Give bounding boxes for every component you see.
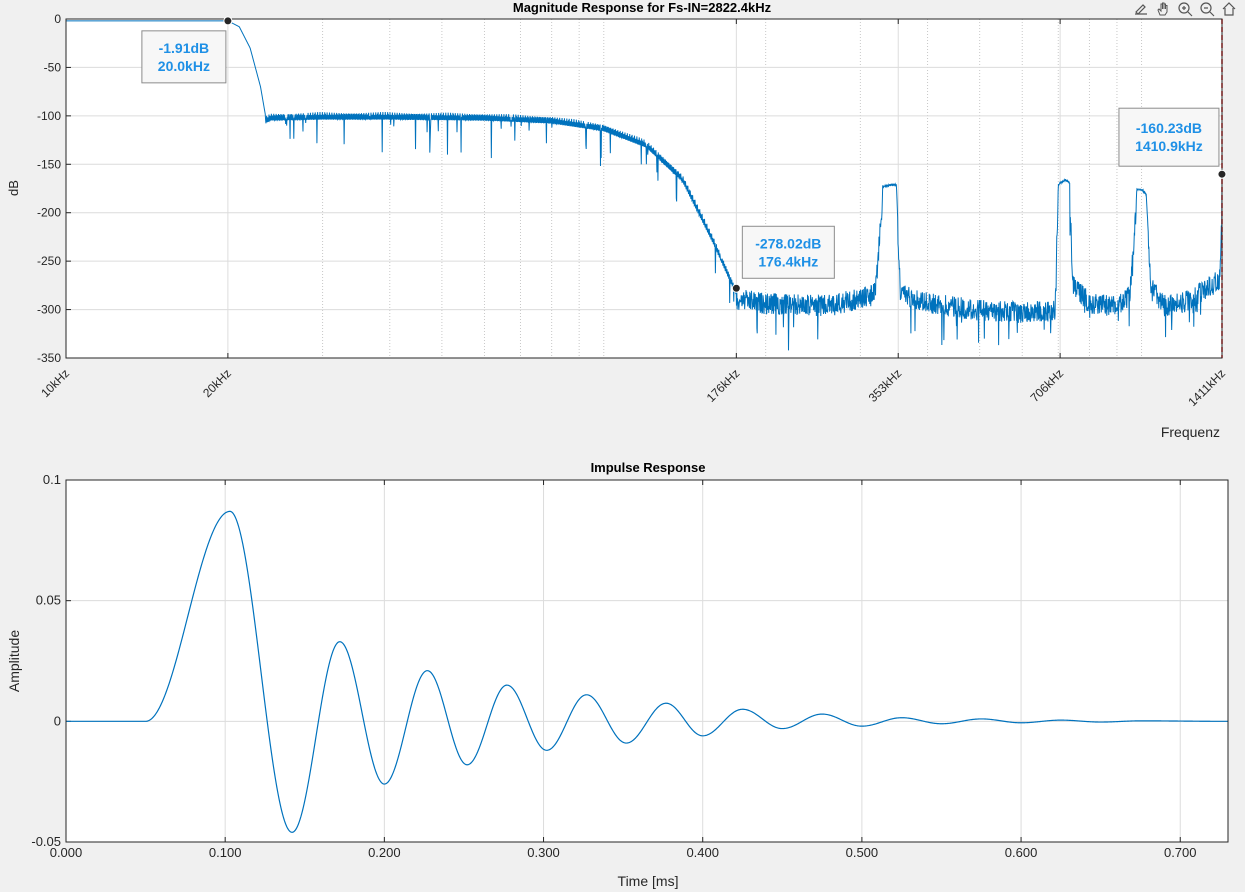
magnitude-plot-area [66,19,1222,358]
magnitude-y-tick-label: -150 [37,157,61,171]
impulse-x-tick-label: 0.600 [1005,845,1038,860]
datatip-marker [731,283,741,293]
impulse-y-tick-label: 0.05 [36,593,61,608]
impulse-y-tick-label: 0.1 [43,472,61,487]
magnitude-title: Magnitude Response for Fs-IN=2822.4kHz [513,0,772,15]
impulse-x-tick-label: 0.400 [686,845,719,860]
magnitude-y-axis-label: dB [6,180,21,196]
magnitude-y-tick-label: -100 [37,109,61,123]
datatip-frequency-label: 176.4kHz [758,253,818,269]
magnitude-axes: 10kHz 20kHz 176kHz 353kHz 706kHz 1411kHz 0 -50 -… [6,0,1228,440]
magnitude-x-tick-label: 10kHz [38,366,72,400]
impulse-x-tick-label: 0.500 [846,845,879,860]
export-icon[interactable] [1131,0,1151,18]
impulse-y-tick-label: -0.05 [31,834,61,849]
magnitude-y-tick-label: -300 [37,303,61,317]
datatip-frequency-label: 1410.9kHz [1135,138,1203,154]
zoom-in-icon[interactable] [1175,0,1195,18]
magnitude-y-tick-label: -200 [37,206,61,220]
datatip-box [141,30,227,84]
magnitude-response-line [66,20,1223,351]
impulse-x-tick-label: 0.700 [1164,845,1197,860]
impulse-axes: 0.000 0.100 0.200 0.300 0.400 0.500 0.600 0.700… [6,460,1229,889]
magnitude-y-tick-label: 0 [54,12,61,26]
magnitude-x-axis-label: Frequenz [1161,424,1220,440]
magnitude-x-tick-label: 706kHz [1028,366,1067,405]
datatip-value-label: -160.23dB [1136,120,1202,136]
magnitude-x-tick-label: 20kHz [200,366,234,400]
zoom-out-icon[interactable] [1197,0,1217,18]
datatip: -1.91dB 20.0kHz [141,16,233,84]
impulse-axes-box [65,479,1229,843]
magnitude-x-tick-label: 353kHz [866,366,905,405]
magnitude-y-tick-label: -50 [44,60,62,74]
impulse-response-line [66,510,1228,833]
datatip-marker [223,16,233,26]
impulse-y-tick-label: 0 [54,713,61,728]
magnitude-y-tick-label: -250 [37,254,61,268]
impulse-x-axis-label: Time [ms] [618,873,679,889]
datatip-marker [1217,169,1227,179]
impulse-x-tick-label: 0.100 [209,845,242,860]
home-icon[interactable] [1219,0,1239,18]
impulse-x-tick-label: 0.300 [527,845,560,860]
datatip-value-label: -1.91dB [159,40,210,56]
magnitude-x-tick-label: 176kHz [704,366,743,405]
impulse-y-axis-label: Amplitude [6,630,22,692]
datatip-frequency-label: 20.0kHz [158,58,210,74]
magnitude-y-tick-label: -350 [37,351,61,365]
datatip-box [741,225,835,279]
datatip-value-label: -278.02dB [755,235,821,251]
pan-hand-icon[interactable] [1153,0,1173,18]
magnitude-axes-box [65,18,1223,359]
impulse-x-tick-label: 0.000 [50,845,83,860]
datatip: -160.23dB 1410.9kHz [1118,107,1227,179]
impulse-x-tick-label: 0.200 [368,845,401,860]
magnitude-x-tick-label: 1411kHz [1185,366,1228,409]
datatip: -278.02dB 176.4kHz [731,225,835,293]
axes-toolbar [1131,0,1239,18]
impulse-title: Impulse Response [591,460,706,475]
datatip-box [1118,107,1220,167]
